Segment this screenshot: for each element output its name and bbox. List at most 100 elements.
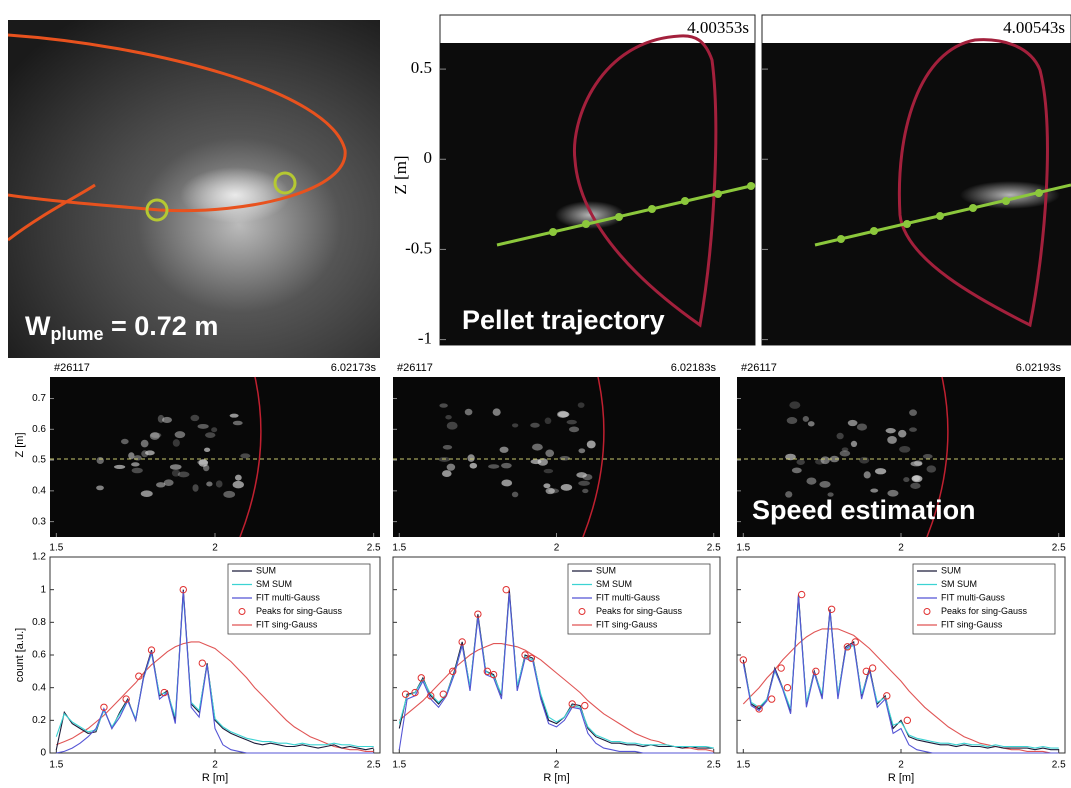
peak-marker	[883, 692, 891, 700]
x-tick-label: 2	[898, 543, 904, 554]
fragment	[446, 463, 456, 471]
fragment	[177, 471, 190, 478]
fragment	[885, 428, 896, 434]
y-tick-label: 0.6	[32, 650, 46, 661]
peak-marker	[843, 643, 852, 651]
x-tick-label: 2	[554, 760, 560, 771]
y-tick-label: 0	[424, 148, 433, 167]
fragment	[913, 475, 921, 482]
y-tick-label: 0.5	[411, 58, 432, 77]
fragment	[131, 467, 143, 474]
series-line	[398, 594, 714, 749]
fragment	[140, 490, 153, 497]
fragment	[903, 477, 910, 483]
x-tick-label: 1.5	[392, 543, 406, 554]
x-tick-label: 2	[212, 543, 218, 554]
peak-marker	[797, 590, 806, 599]
peak-marker	[568, 700, 576, 708]
y-axis-label: count [a.u.]	[14, 628, 26, 682]
series-line	[398, 643, 714, 752]
fragment	[582, 488, 589, 494]
peak-marker	[827, 605, 836, 613]
x-tick-label: 1.5	[736, 543, 750, 554]
x-tick-label: 2.5	[1052, 760, 1066, 771]
x-tick-label: 1.5	[392, 760, 406, 771]
series-line	[742, 596, 1059, 754]
fragment	[96, 457, 104, 464]
fragment	[543, 468, 554, 474]
fragment	[232, 480, 244, 489]
fragment	[909, 409, 917, 416]
frame-time: 6.02193s	[1016, 362, 1062, 374]
pellet-annotation: Pellet trajectory	[462, 305, 665, 335]
fragment	[501, 462, 512, 469]
legend-label: SUM	[941, 565, 961, 575]
y-tick-label: 1.2	[32, 552, 46, 563]
y-tick-label: 0.2	[32, 715, 46, 726]
x-tick-label: 2.5	[367, 543, 381, 554]
camera-frame	[393, 377, 720, 537]
plume-subscript: plume	[50, 324, 103, 344]
fragment	[576, 472, 587, 478]
y-tick-label: 0.4	[32, 485, 46, 496]
shot-number: #26117	[54, 362, 90, 374]
peak-marker	[198, 659, 207, 667]
x-tick-label: 2	[212, 760, 218, 771]
peak-marker	[417, 674, 425, 682]
legend-marker	[578, 608, 586, 615]
x-tick-label: 2.5	[1052, 543, 1066, 554]
legend-label: Peaks for sing-Gauss	[256, 606, 343, 616]
fragment	[796, 459, 805, 465]
fragment	[870, 488, 879, 493]
peak-marker	[147, 646, 156, 654]
shot-number: #26117	[741, 362, 777, 374]
peak-marker	[868, 664, 877, 672]
fragment	[850, 440, 858, 448]
fragment	[791, 467, 802, 474]
peak-marker	[483, 667, 492, 676]
pellet-panel	[439, 14, 756, 346]
legend-label: SM SUM	[256, 579, 292, 589]
generated: 4.00353s 4.00543s 0.5 0 -0.5 -1 #26117 6.02173s…	[14, 18, 1066, 784]
fragment	[785, 491, 793, 498]
fragment	[577, 402, 585, 408]
legend-label: FIT multi-Gauss	[256, 592, 320, 602]
peak-marker	[160, 688, 168, 697]
fragment	[836, 432, 844, 440]
camera-image	[8, 20, 380, 358]
peak-marker	[100, 703, 108, 711]
fragment	[240, 453, 251, 459]
peak-marker	[783, 683, 792, 692]
fragment	[439, 403, 448, 408]
separatrix	[239, 376, 262, 538]
fragment	[786, 417, 798, 425]
fragment	[150, 432, 162, 438]
legend-label: SM SUM	[596, 579, 632, 589]
peak-marker	[851, 638, 859, 646]
frame-time: 6.02183s	[671, 362, 717, 374]
fragment	[492, 408, 501, 416]
fragment	[206, 481, 213, 487]
fragment	[192, 484, 199, 492]
peak-marker	[812, 667, 820, 676]
x-tick-label: 2.5	[707, 760, 721, 771]
fragment	[568, 426, 580, 433]
legend-label: FIT sing-Gauss	[941, 619, 1003, 629]
legend-label: SUM	[596, 565, 616, 575]
fragment	[856, 423, 868, 431]
fragment	[802, 415, 810, 422]
fragment	[910, 461, 923, 467]
peak-marker	[458, 638, 466, 646]
fragment	[128, 452, 135, 460]
legend-label: FIT multi-Gauss	[596, 592, 660, 602]
fragment	[899, 445, 911, 453]
fragment	[445, 415, 452, 420]
legend-marker	[923, 608, 931, 615]
fragment	[859, 456, 870, 464]
separatrix	[582, 376, 605, 538]
fragment	[847, 419, 858, 427]
fragment	[531, 443, 543, 451]
fragment	[232, 420, 243, 426]
fragment	[442, 445, 453, 450]
legend-label: SM SUM	[941, 579, 977, 589]
